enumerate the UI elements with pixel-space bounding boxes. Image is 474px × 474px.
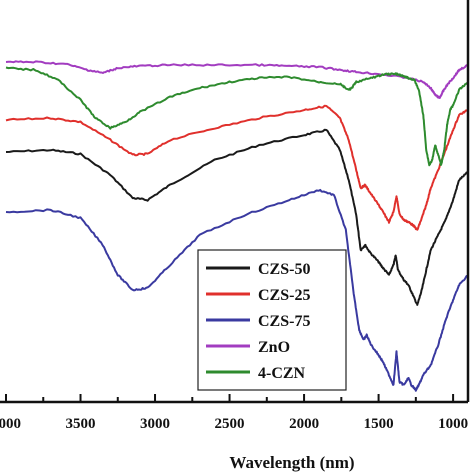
x-tick-layer: 4000 3500 3000 2500 2000 1500 1000 xyxy=(0,394,468,432)
x-tick-label: 1000 xyxy=(438,416,468,432)
legend-box xyxy=(197,249,347,391)
series-layer xyxy=(5,60,469,392)
x-tick-label: 4000 xyxy=(0,416,21,432)
legend-label-czs-50: CZS-50 xyxy=(258,261,310,278)
series-line-zno xyxy=(5,60,469,99)
legend-label-czs-75: CZS-75 xyxy=(258,313,310,330)
x-tick-label: 3000 xyxy=(140,416,170,432)
legend-label-zno: ZnO xyxy=(258,339,290,356)
x-tick-label: 2500 xyxy=(215,416,245,432)
x-axis-title: Wavelength (nm) xyxy=(229,453,354,472)
legend-label-czs-25: CZS-25 xyxy=(258,287,310,304)
series-line-czs-50 xyxy=(5,128,469,306)
x-tick-label: 2000 xyxy=(289,416,319,432)
x-tick-label: 1500 xyxy=(364,416,394,432)
series-line-czs-75 xyxy=(5,188,469,392)
legend: CZS-50 CZS-25 CZS-75 ZnO 4-CZN xyxy=(197,249,347,391)
series-line-4-czn xyxy=(5,66,469,167)
x-tick-label: 3500 xyxy=(66,416,96,432)
legend-label-4-czn: 4-CZN xyxy=(258,365,306,382)
series-line-czs-25 xyxy=(5,104,469,231)
x-axis xyxy=(0,0,470,404)
